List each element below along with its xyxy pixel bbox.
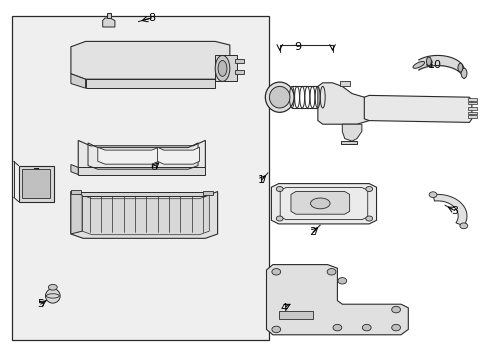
Text: 6: 6 [150,162,157,172]
Polygon shape [266,265,407,335]
Text: 3: 3 [450,206,457,216]
Polygon shape [317,83,368,124]
Ellipse shape [48,284,57,290]
Polygon shape [78,140,205,171]
Polygon shape [432,194,466,226]
Text: 7: 7 [32,168,39,178]
Polygon shape [78,167,205,175]
Polygon shape [19,166,54,202]
Circle shape [365,186,372,192]
Polygon shape [467,98,476,101]
Circle shape [276,216,283,221]
Text: 10: 10 [427,60,441,70]
Circle shape [391,306,400,313]
Ellipse shape [269,86,289,108]
Polygon shape [71,74,85,88]
Circle shape [365,216,372,221]
Polygon shape [71,41,229,79]
Ellipse shape [218,60,226,76]
Circle shape [271,326,280,333]
Bar [12,16,268,340]
Text: 4: 4 [280,303,286,313]
Polygon shape [467,107,476,110]
Text: 8: 8 [148,13,155,23]
Ellipse shape [457,63,462,72]
Bar [203,191,212,195]
Polygon shape [157,147,199,164]
Ellipse shape [265,82,293,112]
Polygon shape [467,102,476,104]
Polygon shape [467,115,476,118]
Ellipse shape [412,62,424,68]
Polygon shape [82,195,209,235]
Ellipse shape [45,289,60,303]
Ellipse shape [426,57,430,66]
Ellipse shape [215,55,229,81]
Polygon shape [341,141,356,144]
Polygon shape [71,192,205,196]
Ellipse shape [310,198,329,209]
Polygon shape [339,81,349,86]
Text: 5: 5 [37,299,44,309]
Polygon shape [364,95,471,122]
Polygon shape [22,169,50,198]
Polygon shape [290,192,349,214]
Polygon shape [71,192,217,238]
Polygon shape [234,70,243,74]
Polygon shape [98,147,159,164]
Circle shape [362,324,370,331]
Bar [71,190,81,194]
Polygon shape [271,184,376,224]
Polygon shape [278,311,312,319]
Polygon shape [106,13,111,18]
Circle shape [276,186,283,192]
Polygon shape [71,192,82,234]
Polygon shape [234,59,243,63]
Text: 9: 9 [294,42,301,52]
Polygon shape [102,18,115,27]
Polygon shape [467,112,476,114]
Polygon shape [71,165,78,175]
Text: 2: 2 [309,227,316,237]
Text: 1: 1 [258,175,264,185]
Circle shape [271,269,280,275]
Polygon shape [342,124,361,141]
Circle shape [391,324,400,331]
Ellipse shape [460,68,466,78]
Polygon shape [85,79,215,88]
Polygon shape [215,55,237,81]
Circle shape [459,223,467,229]
Circle shape [326,269,335,275]
Circle shape [337,278,346,284]
Circle shape [428,192,436,198]
Circle shape [332,324,341,331]
